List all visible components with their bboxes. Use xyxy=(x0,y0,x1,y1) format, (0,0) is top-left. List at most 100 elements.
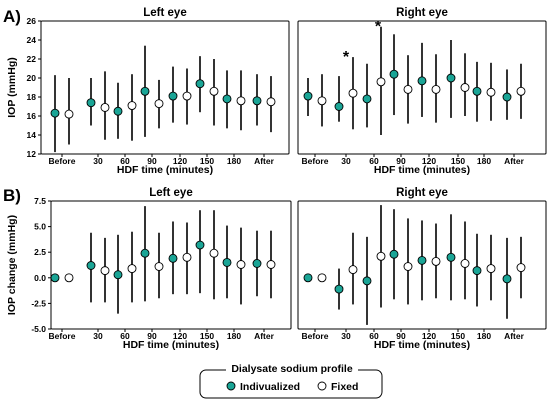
data-point-individualized xyxy=(472,266,482,276)
x-tick-label: Before xyxy=(302,331,329,341)
x-tick-label: 90 xyxy=(147,156,157,166)
data-point-fixed xyxy=(236,260,246,269)
chart-panel: Right eye HDF time (minutes) Before 30 60 90 1… xyxy=(297,187,547,351)
y-tick-label: 0.0 xyxy=(34,273,46,283)
data-point-fixed xyxy=(516,263,526,273)
x-tick-label: 60 xyxy=(120,331,130,341)
chart-panels: Left eye HDF time (minutes) IOP (mmHg) 12 14… xyxy=(6,7,547,351)
data-point-individualized xyxy=(334,102,344,111)
data-point-fixed xyxy=(403,262,413,271)
data-point-fixed xyxy=(348,88,358,98)
panel-title: Right eye xyxy=(396,187,448,199)
data-point-individualized xyxy=(303,273,313,283)
data-point-fixed xyxy=(182,91,192,101)
data-point-fixed xyxy=(403,84,413,94)
data-point-fixed xyxy=(127,264,137,274)
x-tick-label: After xyxy=(504,156,525,166)
data-point-fixed xyxy=(486,87,496,97)
data-point-individualized xyxy=(168,91,178,101)
x-tick-label: 60 xyxy=(369,156,379,166)
data-point-fixed xyxy=(516,86,526,96)
data-point-fixed xyxy=(209,248,219,258)
legend-marker-fixed xyxy=(317,381,327,391)
data-point-individualized xyxy=(86,98,96,108)
data-point-individualized xyxy=(252,259,262,268)
data-point-individualized xyxy=(252,96,262,106)
x-tick-label: 90 xyxy=(147,331,157,341)
y-axis-title: IOP (mmHg) xyxy=(6,57,18,117)
data-point-individualized xyxy=(417,255,427,265)
data-point-fixed xyxy=(376,77,386,87)
data-point-individualized xyxy=(113,270,123,280)
y-tick-label: 5.0 xyxy=(34,222,46,232)
y-tick-label: 7.5 xyxy=(34,196,46,206)
data-point-individualized xyxy=(113,106,123,116)
y-tick-label: 2.5 xyxy=(34,247,46,257)
x-tick-label: After xyxy=(254,156,275,166)
chart-panel: Left eye HDF time (minutes) IOP (mmHg) 12 14… xyxy=(6,7,290,176)
legend-label-fixed: Fixed xyxy=(331,381,358,393)
x-tick-label: 120 xyxy=(422,331,436,341)
plot-area-frame xyxy=(297,20,547,155)
data-point-individualized xyxy=(86,261,96,270)
x-axis-title: HDF time (minutes) xyxy=(123,339,219,351)
data-point-individualized xyxy=(389,249,399,259)
x-tick-label: 60 xyxy=(369,331,379,341)
legend-title: Dialysate sodium profile xyxy=(231,363,353,375)
x-tick-label: 30 xyxy=(93,156,103,166)
x-tick-label: 180 xyxy=(477,331,491,341)
x-tick-label: 60 xyxy=(120,156,130,166)
data-point-individualized xyxy=(168,253,178,263)
data-point-individualized xyxy=(140,248,150,258)
data-point-fixed xyxy=(266,97,276,107)
data-point-fixed xyxy=(182,252,192,262)
y-tick-label: 26 xyxy=(27,16,37,26)
data-point-fixed xyxy=(431,84,441,94)
data-point-fixed xyxy=(64,273,74,283)
x-tick-label: 150 xyxy=(451,331,465,341)
data-point-fixed xyxy=(100,102,110,112)
y-axis-title: IOP change (mmHg) xyxy=(6,215,18,315)
data-point-fixed xyxy=(431,256,441,266)
x-tick-label: 120 xyxy=(173,156,187,166)
panel-title: Left eye xyxy=(143,7,186,19)
panel-label-b: B) xyxy=(3,186,21,205)
data-point-fixed xyxy=(317,273,327,283)
data-point-individualized xyxy=(334,284,344,294)
data-point-individualized xyxy=(446,252,456,262)
x-tick-label: Before xyxy=(49,156,76,166)
data-point-fixed xyxy=(460,83,470,92)
y-tick-label: 20 xyxy=(27,73,37,83)
x-tick-label: 180 xyxy=(477,156,491,166)
x-tick-label: Before xyxy=(49,331,76,341)
data-point-fixed xyxy=(154,262,164,271)
chart-panel: Left eye HDF time (minutes) IOP change (mm… xyxy=(6,187,292,351)
x-tick-label: 180 xyxy=(227,331,241,341)
x-tick-label: 90 xyxy=(396,331,406,341)
plot-area-frame xyxy=(297,200,547,330)
data-point-individualized xyxy=(362,94,372,104)
y-tick-label: 24 xyxy=(27,35,37,45)
x-axis-title: HDF time (minutes) xyxy=(374,339,470,351)
x-axis-title: HDF time (minutes) xyxy=(117,164,213,176)
x-tick-label: 90 xyxy=(396,156,406,166)
data-point-individualized xyxy=(50,108,60,118)
data-point-individualized xyxy=(140,86,150,96)
data-point-fixed xyxy=(486,264,496,274)
x-tick-label: 150 xyxy=(200,331,214,341)
data-point-fixed xyxy=(64,109,74,119)
y-tick-label: 22 xyxy=(27,54,37,64)
data-point-individualized xyxy=(222,257,232,267)
x-tick-label: After xyxy=(254,331,275,341)
x-tick-label: After xyxy=(504,331,525,341)
data-point-individualized xyxy=(195,79,205,89)
x-axis-title: HDF time (minutes) xyxy=(374,164,470,176)
data-point-fixed xyxy=(209,86,219,96)
data-point-individualized xyxy=(222,94,232,104)
data-point-individualized xyxy=(472,86,482,96)
data-point-individualized xyxy=(50,273,60,283)
y-tick-label: -2.5 xyxy=(31,298,46,308)
y-tick-label: -5.0 xyxy=(31,324,46,334)
panel-label-a: A) xyxy=(3,7,21,26)
